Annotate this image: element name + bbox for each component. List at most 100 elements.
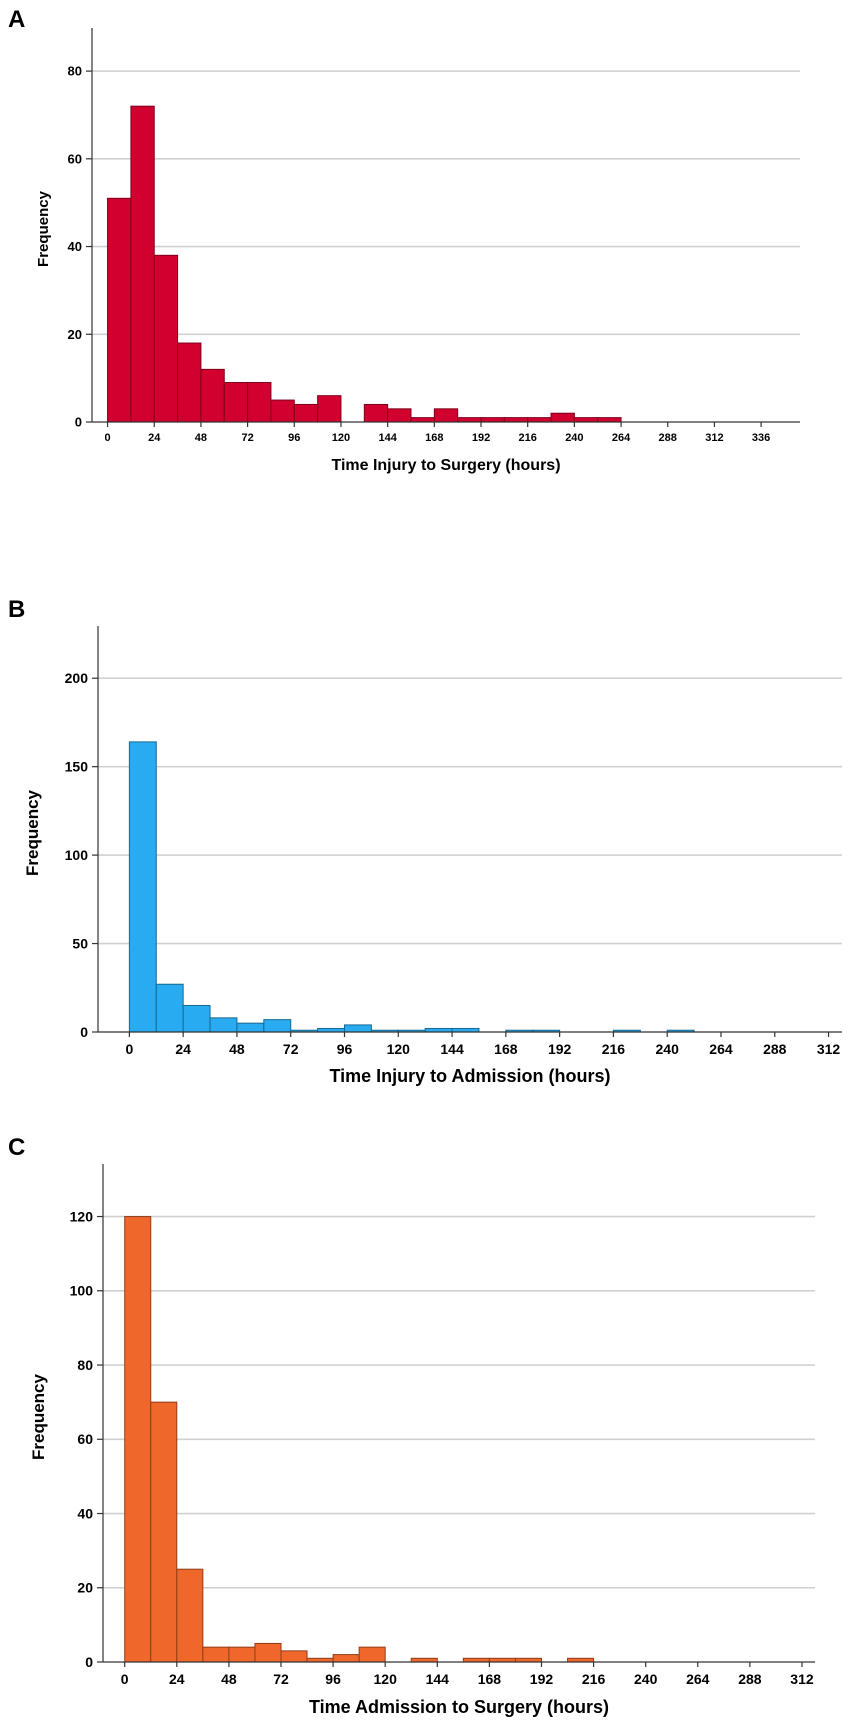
- bar-24: [176, 1568, 204, 1663]
- x-tick-label: 48: [195, 432, 207, 444]
- x-axis-title: Time Injury to Admission (hours): [329, 1066, 610, 1086]
- x-tick-label: 24: [175, 1041, 191, 1057]
- y-axis-title: Frequency: [29, 1373, 48, 1460]
- y-tick-label: 20: [68, 327, 82, 342]
- y-axis-title: Frequency: [23, 789, 42, 876]
- x-tick-label: 216: [519, 432, 537, 444]
- bar-60: [223, 382, 249, 423]
- bar-36: [177, 342, 202, 423]
- x-tick-label: 0: [125, 1041, 133, 1057]
- y-axis-title: Frequency: [35, 190, 52, 267]
- panel-label-c: C: [8, 1134, 26, 1161]
- bar-84: [270, 399, 295, 423]
- bar-12: [155, 983, 184, 1033]
- panel-label-a: A: [8, 6, 26, 33]
- bar-192: [480, 417, 505, 423]
- x-tick-label: 120: [332, 432, 350, 444]
- y-tick-label: 80: [77, 1357, 93, 1373]
- x-tick-label: 120: [374, 1671, 398, 1687]
- histogram-b: 0 50 100 150 200 0 24 48 72 96 120 144 168 192 216 240 2…: [23, 626, 842, 1086]
- x-tick-label: 264: [686, 1671, 710, 1687]
- y-tick-label: 120: [70, 1208, 94, 1224]
- bar-36: [202, 1646, 230, 1663]
- bar-228: [550, 412, 575, 423]
- y-tick-label: 100: [70, 1283, 94, 1299]
- x-tick-label: 72: [273, 1671, 289, 1687]
- panel-label-b: B: [8, 596, 26, 623]
- bar-0: [124, 1216, 152, 1663]
- bar-0: [107, 197, 132, 423]
- bar-108: [317, 395, 342, 423]
- x-tick-label: 144: [440, 1041, 464, 1057]
- bar-12: [150, 1401, 178, 1663]
- x-tick-label: 288: [738, 1671, 762, 1687]
- histogram-panel-b: B 0 50 100 150 200 0 24 48 72 96 120 144 168 192 216 24…: [0, 590, 850, 1110]
- x-tick-label: 72: [241, 432, 253, 444]
- x-tick-label: 96: [337, 1041, 353, 1057]
- y-tick-label: 20: [77, 1580, 93, 1596]
- bar-96: [293, 403, 319, 423]
- bar-132: [363, 403, 389, 423]
- x-tick-label: 48: [229, 1041, 245, 1057]
- y-tick-label: 100: [65, 847, 89, 863]
- x-tick-label: 72: [283, 1041, 299, 1057]
- x-tick-label: 96: [325, 1671, 341, 1687]
- histogram-c: 0 20 40 60 80 100 120 0 24 48 72 96 120 144 168 192 216 2…: [29, 1164, 815, 1717]
- x-tick-label: 240: [634, 1671, 658, 1687]
- x-axis-title: Time Admission to Surgery (hours): [309, 1697, 609, 1717]
- x-tick-label: 168: [478, 1671, 502, 1687]
- bar-36: [209, 1017, 238, 1033]
- x-tick-label: 312: [705, 432, 723, 444]
- bar-24: [153, 254, 179, 423]
- x-tick-label: 144: [426, 1671, 450, 1687]
- x-tick-label: 192: [548, 1041, 572, 1057]
- x-tick-label: 192: [472, 432, 490, 444]
- bar-240: [573, 417, 599, 423]
- bar-252: [597, 417, 622, 423]
- x-tick-label: 0: [104, 432, 110, 444]
- x-tick-label: 168: [494, 1041, 518, 1057]
- bar-216: [527, 417, 552, 423]
- histogram-panel-c: C 0 20 40 60 80 100 120 0 24 48 72 96 120 144 168 192 21…: [0, 1128, 850, 1728]
- x-tick-label: 312: [790, 1671, 814, 1687]
- x-tick-label: 264: [709, 1041, 733, 1057]
- x-axis-title: Time Injury to Surgery (hours): [331, 457, 560, 474]
- y-tick-label: 60: [77, 1431, 93, 1447]
- y-tick-label: 200: [65, 670, 89, 686]
- bar-48: [200, 368, 225, 423]
- bar-24: [182, 1004, 211, 1033]
- bar-72: [280, 1650, 308, 1663]
- x-tick-label: 0: [121, 1671, 129, 1687]
- bar-204: [503, 417, 529, 423]
- y-tick-label: 0: [80, 1024, 88, 1040]
- bar-144: [387, 408, 412, 423]
- histogram-a: 0 20 40 60 80 0 24 48 72 96 120 144 168 192 216 240 264 2…: [35, 28, 800, 474]
- x-tick-label: 216: [602, 1041, 626, 1057]
- bar-48: [228, 1646, 256, 1663]
- x-tick-label: 24: [148, 432, 161, 444]
- bar-96: [344, 1024, 372, 1033]
- bar-60: [254, 1642, 282, 1663]
- bar-156: [410, 417, 435, 423]
- x-tick-label: 240: [656, 1041, 680, 1057]
- bar-96: [332, 1654, 360, 1663]
- x-tick-label: 264: [612, 432, 631, 444]
- x-tick-label: 144: [378, 432, 397, 444]
- bar-12: [130, 105, 155, 423]
- x-tick-label: 288: [659, 432, 677, 444]
- y-tick-label: 150: [65, 759, 89, 775]
- x-tick-label: 24: [169, 1671, 185, 1687]
- y-tick-label: 50: [72, 935, 88, 951]
- x-tick-label: 312: [817, 1041, 841, 1057]
- y-tick-label: 60: [68, 151, 82, 166]
- x-tick-label: 48: [221, 1671, 237, 1687]
- bar-48: [236, 1022, 265, 1033]
- bar-0: [128, 741, 157, 1033]
- x-tick-label: 240: [565, 432, 583, 444]
- y-tick-label: 0: [85, 1654, 93, 1670]
- x-tick-label: 216: [582, 1671, 606, 1687]
- x-tick-label: 192: [530, 1671, 554, 1687]
- y-tick-label: 40: [68, 239, 82, 254]
- bar-180: [457, 417, 482, 423]
- x-tick-label: 168: [425, 432, 443, 444]
